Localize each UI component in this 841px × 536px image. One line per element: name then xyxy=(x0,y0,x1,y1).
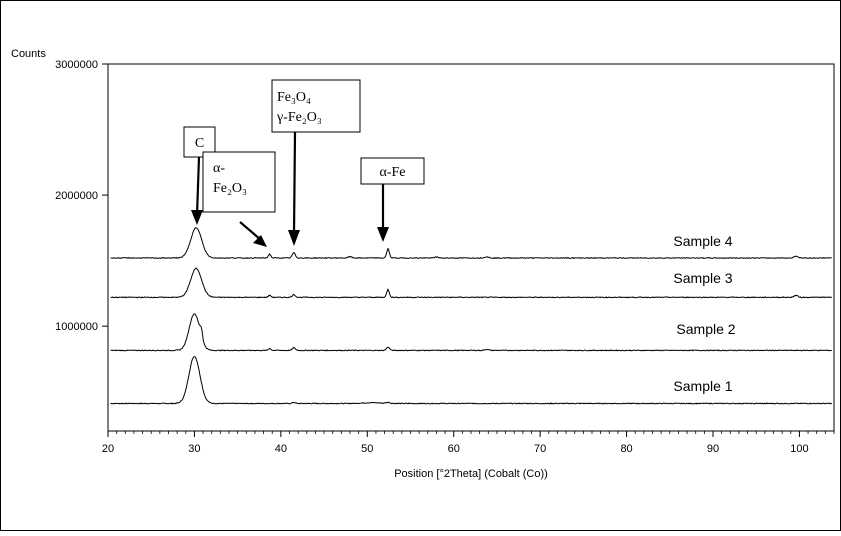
series-label-2: Sample 2 xyxy=(676,321,735,337)
series-label-3: Sample 3 xyxy=(673,270,732,286)
axes: 20 30 40 50 60 70 80 90 100 1000000 2000000 3000000 xyxy=(55,59,835,455)
annotation-alpha-fe-box xyxy=(360,157,425,185)
x-tick-label: 50 xyxy=(361,443,373,455)
x-tick-label: 90 xyxy=(707,443,719,455)
annotation-alpha-fe2o3: α- Fe₂O₃ xyxy=(202,151,276,213)
series-line-4 xyxy=(110,227,832,260)
y-tick-label: 1000000 xyxy=(55,321,98,333)
series-label-1: Sample 1 xyxy=(673,378,732,394)
arrow-fe3o4 xyxy=(288,131,300,246)
arrow-alpha-fe xyxy=(377,184,389,242)
annotation-alpha-fe2o3-line1: α- xyxy=(213,161,225,176)
annotation-c-label: C xyxy=(195,136,204,151)
x-tick-label: 80 xyxy=(620,443,632,455)
annotation-alpha-fe2o3-box xyxy=(202,151,276,213)
arrow-alpha-fe2o3 xyxy=(239,221,267,247)
series-line-3 xyxy=(110,267,832,299)
x-tick-label: 70 xyxy=(534,443,546,455)
series-line-2 xyxy=(110,313,832,352)
annotation-alpha-fe2o3-line2: Fe₂O₃ xyxy=(213,181,247,196)
annotation-fe3o4-line1: Fe₃O₄ xyxy=(277,90,311,105)
x-tick-label: 30 xyxy=(188,443,200,455)
series-label-4: Sample 4 xyxy=(673,233,732,249)
y-axis-label: Counts xyxy=(11,48,46,60)
annotation-fe3o4-line2: γ-Fe₂O₃ xyxy=(276,110,322,125)
annotation-fe3o4-box xyxy=(271,79,361,133)
annotation-alpha-fe-label: α-Fe xyxy=(380,165,406,180)
annotation-alpha-fe: α-Fe xyxy=(360,157,425,185)
x-tick-label: 60 xyxy=(448,443,460,455)
x-axis-label: Position [°2Theta] (Cobalt (Co)) xyxy=(394,468,548,480)
arrow-c xyxy=(191,156,203,225)
x-tick-label: 100 xyxy=(790,443,808,455)
y-tick-label: 3000000 xyxy=(55,59,98,71)
x-tick-label: 40 xyxy=(275,443,287,455)
annotation-fe3o4: Fe₃O₄ γ-Fe₂O₃ xyxy=(271,79,361,133)
series-line-1 xyxy=(110,356,832,405)
y-tick-label: 2000000 xyxy=(55,190,98,202)
x-tick-label: 20 xyxy=(102,443,114,455)
series-group: Sample 1 Sample 2 Sample 3 Sample 4 xyxy=(110,227,832,405)
